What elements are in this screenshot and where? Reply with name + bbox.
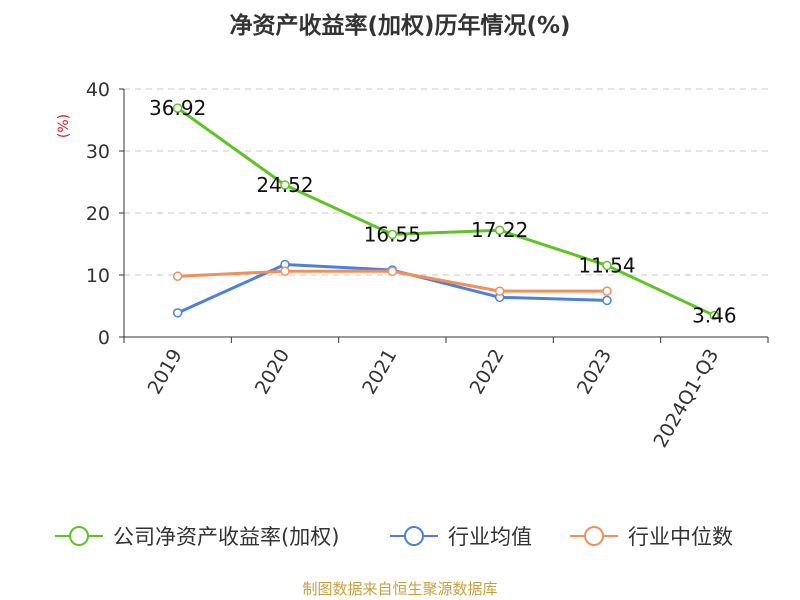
data-point bbox=[602, 286, 612, 296]
data-label: 3.46 bbox=[692, 304, 737, 328]
y-axis-label: (%) bbox=[56, 114, 72, 138]
x-tick-label: 2019 bbox=[144, 345, 187, 398]
data-point bbox=[172, 271, 183, 281]
legend-marker bbox=[584, 526, 604, 546]
y-tick-label: 20 bbox=[86, 203, 110, 225]
legend-label: 行业中位数 bbox=[628, 525, 733, 549]
data-label: 36.92 bbox=[149, 96, 206, 120]
data-label: 17.22 bbox=[471, 218, 528, 242]
x-tick-label: 2022 bbox=[466, 345, 509, 398]
data-point bbox=[602, 295, 612, 306]
data-point bbox=[280, 266, 290, 277]
x-tick-label: 2020 bbox=[251, 345, 294, 398]
y-tick-label: 0 bbox=[98, 327, 110, 349]
data-point bbox=[494, 225, 505, 235]
legend-label: 公司净资产收益率(加权) bbox=[113, 525, 339, 549]
y-tick-label: 30 bbox=[86, 141, 110, 163]
data-point bbox=[494, 286, 505, 296]
y-tick-label: 40 bbox=[86, 79, 110, 101]
data-point bbox=[602, 260, 612, 271]
chart-title: 净资产收益率(加权)历年情况(%) bbox=[229, 13, 571, 39]
legend-label: 行业均值 bbox=[448, 525, 532, 549]
data-source-note: 制图数据来自恒生聚源数据库 bbox=[302, 580, 498, 598]
legend-marker bbox=[69, 526, 89, 546]
data-label: 11.54 bbox=[578, 253, 635, 277]
x-tick-label: 2023 bbox=[573, 345, 616, 398]
data-label: 24.52 bbox=[256, 173, 313, 197]
data-label: 16.55 bbox=[364, 222, 421, 246]
data-point bbox=[172, 308, 183, 318]
x-tick-label: 2024Q1-Q3 bbox=[649, 345, 723, 451]
data-point bbox=[172, 103, 183, 113]
x-tick-label: 2021 bbox=[358, 345, 401, 398]
legend-marker bbox=[404, 526, 424, 546]
data-point bbox=[387, 266, 398, 277]
data-point bbox=[709, 310, 720, 321]
y-tick-label: 10 bbox=[86, 265, 110, 287]
data-point bbox=[280, 180, 290, 190]
data-point bbox=[387, 229, 398, 240]
series-line bbox=[176, 106, 715, 317]
